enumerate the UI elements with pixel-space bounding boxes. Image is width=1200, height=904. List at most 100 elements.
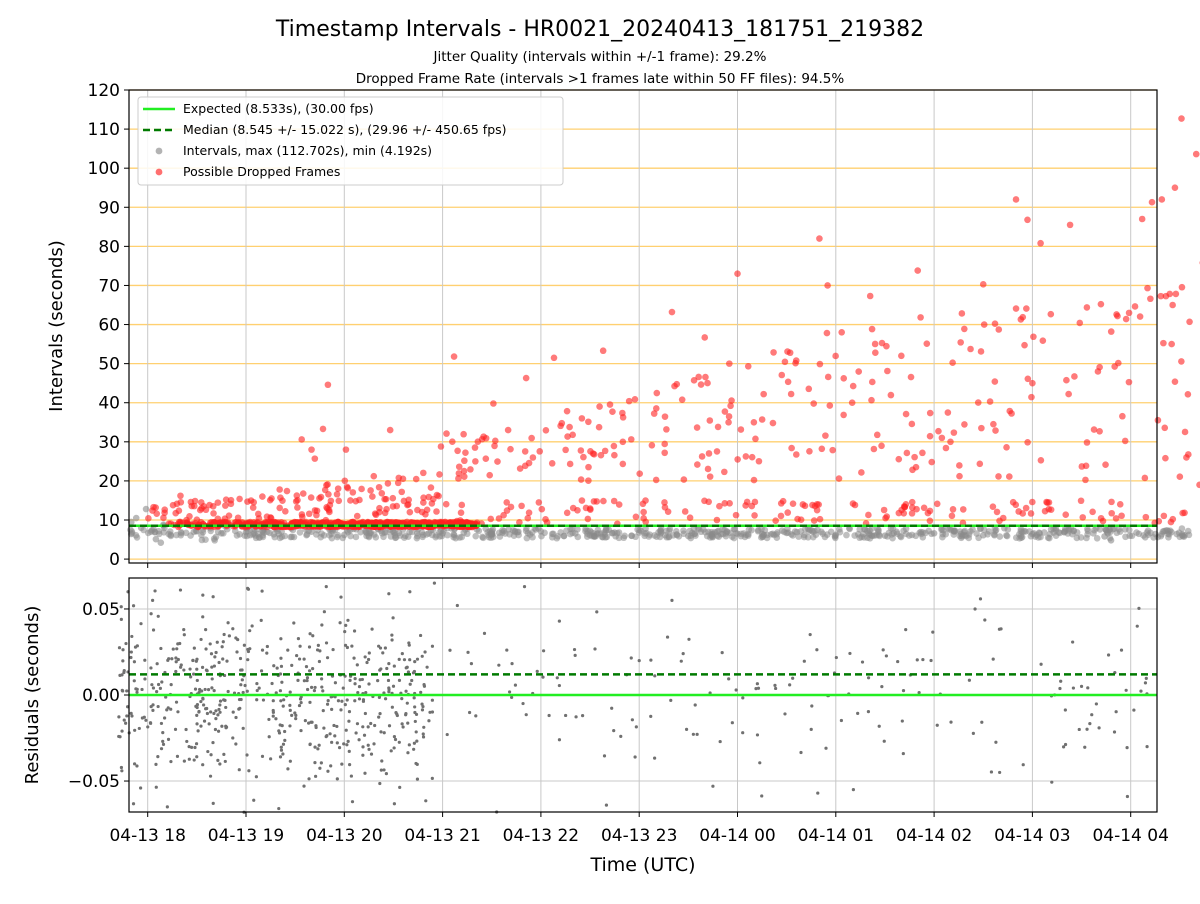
residual-point (151, 708, 155, 712)
dropped-frame-point (705, 450, 713, 457)
residual-point (195, 713, 199, 717)
interval-point (482, 525, 490, 532)
top-y-tick-label: 90 (98, 198, 120, 218)
dropped-frame-point (673, 380, 681, 388)
interval-point (925, 527, 933, 535)
interval-point (791, 528, 799, 535)
residual-point (135, 690, 139, 694)
interval-point (1040, 529, 1048, 536)
residual-point (159, 747, 164, 751)
residual-point (223, 759, 227, 764)
dropped-frame-point (835, 475, 843, 482)
dropped-frame-point (1028, 393, 1035, 401)
residual-point (834, 655, 838, 660)
residual-point (455, 603, 459, 608)
dropped-frame-point (276, 504, 284, 512)
interval-point (939, 527, 947, 534)
dropped-frame-point (177, 492, 184, 500)
interval-point (560, 532, 568, 540)
dropped-frame-point (949, 506, 957, 513)
residual-point (931, 630, 935, 634)
interval-point (685, 532, 692, 540)
dropped-frame-point (1045, 499, 1053, 506)
interval-point (860, 525, 868, 533)
top-y-tick-label: 10 (98, 511, 120, 531)
residual-point (347, 710, 352, 714)
residual-point (653, 674, 657, 678)
dropped-frame-point (1178, 358, 1185, 365)
dropped-frame-point (992, 427, 999, 434)
top-y-tick-label: 120 (88, 81, 120, 101)
dropped-frame-point (548, 460, 556, 467)
residual-point (322, 610, 326, 614)
residual-point (330, 707, 334, 711)
dropped-frame-point (957, 339, 964, 346)
residual-point (335, 741, 339, 745)
dropped-frame-point (521, 462, 529, 470)
dropped-frame-point (944, 409, 952, 416)
residual-point (1063, 708, 1067, 712)
residual-point (410, 678, 414, 683)
dropped-frame-point (734, 456, 741, 463)
dropped-frame-point (829, 446, 836, 454)
residual-point (129, 655, 133, 660)
residual-point (397, 678, 402, 682)
residual-point (325, 656, 330, 660)
interval-point (526, 531, 534, 538)
residual-point (261, 698, 266, 702)
residual-point (193, 745, 197, 750)
residual-point (1139, 689, 1143, 693)
dropped-frame-point (758, 416, 766, 423)
dropped-frame-point (1102, 461, 1109, 468)
interval-point (874, 528, 882, 536)
residual-point (246, 647, 250, 652)
residual-point (815, 648, 819, 652)
residual-point (224, 705, 228, 710)
residual-point (535, 669, 539, 673)
residual-point (131, 802, 136, 806)
residual-point (243, 683, 247, 688)
residual-point (153, 589, 157, 593)
dropped-frame-point (587, 448, 594, 455)
dropped-frame-point (267, 514, 275, 522)
residual-point (310, 685, 314, 689)
residual-point (346, 739, 350, 744)
dropped-frame-point (816, 515, 824, 523)
dropped-frame-point (1131, 303, 1139, 310)
residual-point (383, 646, 387, 650)
dropped-frame-point (1147, 295, 1154, 303)
bottom-y-tick-label: 0.00 (82, 686, 120, 706)
residual-point (851, 788, 855, 792)
dropped-frame-point (948, 512, 956, 520)
residual-point (405, 701, 409, 705)
residual-point (129, 650, 133, 654)
interval-point (439, 529, 446, 537)
residual-point (303, 719, 307, 723)
residual-point (392, 735, 397, 739)
residual-point (192, 672, 196, 676)
dropped-frame-point (1186, 318, 1193, 326)
residual-point (1097, 726, 1101, 730)
residual-point (220, 645, 224, 649)
dropped-frame-point (713, 448, 721, 455)
residual-point (139, 622, 143, 626)
residual-point (305, 678, 309, 683)
dropped-frame-point (610, 497, 618, 505)
residual-point (255, 681, 259, 686)
residual-point (201, 696, 205, 701)
dropped-frame-point (989, 503, 997, 510)
dropped-frame-point (1168, 340, 1175, 348)
dropped-frame-point (1113, 311, 1120, 318)
interval-point (1107, 537, 1115, 544)
dropped-frame-point (1169, 301, 1176, 309)
residual-point (185, 739, 189, 744)
residual-point (387, 592, 391, 596)
residual-point (423, 650, 427, 654)
residual-point (240, 678, 244, 682)
residual-point (203, 687, 207, 692)
residual-point (328, 732, 332, 736)
residual-point (320, 677, 324, 681)
dropped-frame-point (898, 352, 905, 360)
residual-point (392, 664, 396, 668)
